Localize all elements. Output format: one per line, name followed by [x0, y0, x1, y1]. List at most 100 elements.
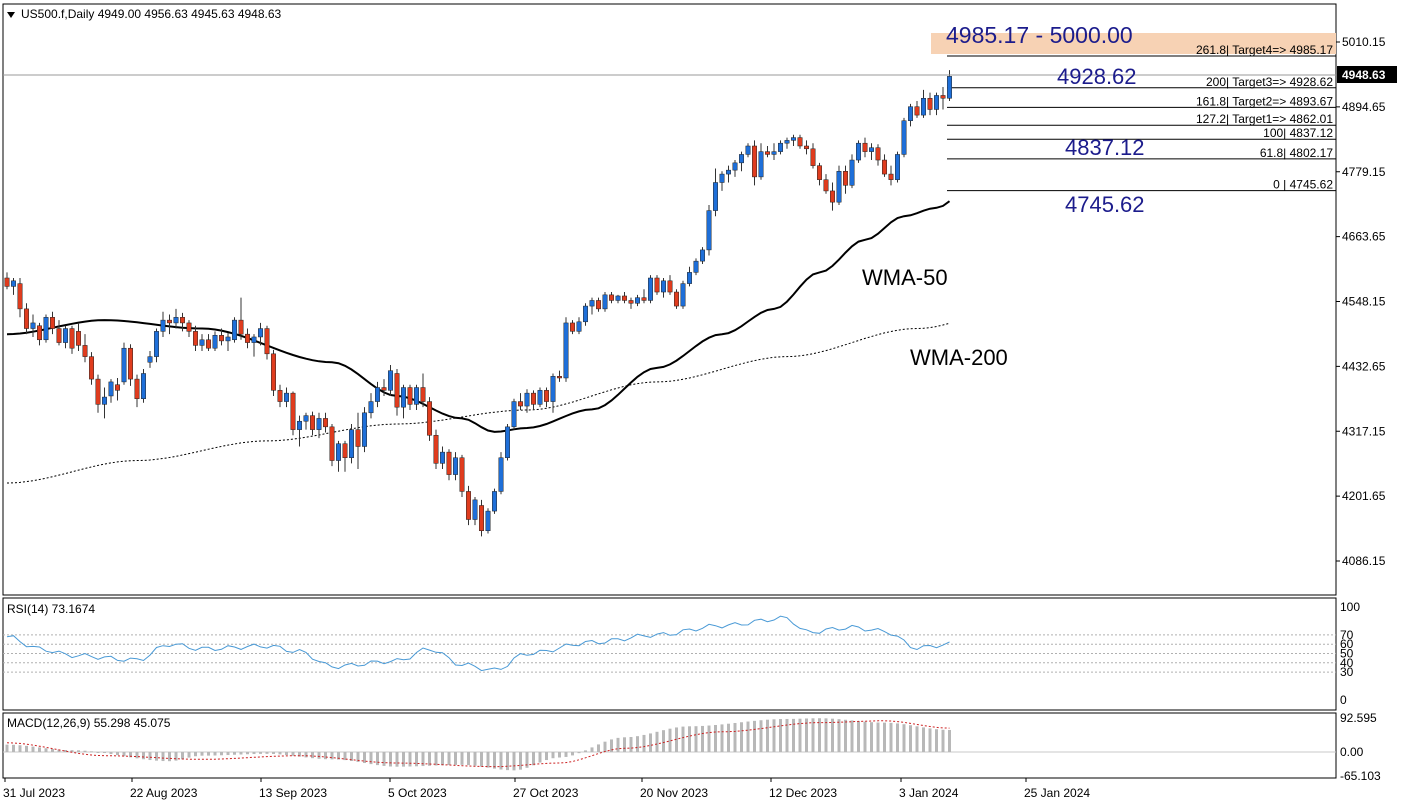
macd-bar	[928, 728, 932, 752]
rsi-tick-label: 50	[1340, 647, 1354, 661]
bull-candle	[771, 151, 777, 155]
macd-bar	[421, 752, 425, 767]
macd-bar	[486, 752, 490, 768]
bull-candle	[583, 305, 588, 323]
macd-bar	[90, 751, 93, 753]
macd-bar	[870, 722, 873, 752]
macd-bar	[519, 752, 522, 770]
x-tick-label: 5 Oct 2023	[388, 786, 447, 800]
macd-bar	[558, 752, 561, 758]
macd-bar	[44, 748, 48, 752]
macd-bar	[668, 728, 672, 752]
bear-candle	[128, 347, 133, 380]
bear-candle	[817, 165, 822, 180]
bull-candle	[303, 415, 309, 422]
bull-candle	[63, 328, 68, 343]
macd-bar	[51, 748, 54, 752]
bear-candle	[609, 294, 614, 301]
bear-candle	[89, 356, 94, 380]
macd-bar	[181, 752, 184, 760]
macd-bar	[415, 752, 418, 767]
macd-bar	[603, 741, 607, 752]
level-4928-label: 4928.62	[1057, 64, 1137, 89]
macd-bar	[408, 752, 412, 767]
macd-bar	[688, 726, 691, 752]
macd-bar	[298, 752, 301, 757]
bull-candle	[160, 319, 166, 332]
macd-bar	[265, 752, 269, 754]
bull-candle	[934, 95, 939, 110]
bull-candle	[687, 272, 692, 284]
macd-bar	[590, 747, 594, 752]
macd-header: MACD(12,26,9) 55.298 45.075	[7, 716, 171, 730]
x-tick-label: 27 Oct 2023	[513, 786, 579, 800]
x-tick-label: 31 Jul 2023	[3, 786, 65, 800]
macd-bar	[161, 752, 165, 762]
bull-candle	[537, 390, 543, 405]
bull-candle	[225, 336, 231, 342]
main-panel[interactable]	[2, 3, 1337, 596]
bull-candle	[680, 283, 686, 307]
macd-bar	[155, 752, 158, 761]
bear-candle	[843, 171, 848, 186]
fib-label: 200| Target3=> 4928.62	[1206, 75, 1333, 89]
bear-candle	[193, 331, 198, 346]
macd-bar	[174, 752, 178, 761]
macd-bar	[57, 749, 61, 752]
target-zone	[931, 33, 1336, 54]
macd-bar	[922, 727, 925, 752]
macd-bar	[545, 752, 548, 761]
bull-candle	[758, 151, 764, 178]
bull-candle	[453, 457, 458, 475]
x-tick-label: 3 Jan 2024	[899, 786, 959, 800]
rsi-tick-label: 40	[1340, 656, 1354, 670]
bull-candle	[147, 356, 153, 363]
bear-candle	[875, 147, 881, 161]
price-badge-text: 4948.63	[1342, 68, 1386, 82]
macd-bar	[597, 744, 600, 752]
macd-bar	[772, 719, 776, 752]
macd-bar	[551, 752, 555, 759]
macd-bar	[707, 725, 711, 752]
bull-candle	[576, 321, 582, 332]
macd-bar	[402, 752, 405, 767]
bear-candle	[823, 179, 829, 192]
dropdown-triangle-icon[interactable]	[7, 12, 15, 18]
rsi-panel[interactable]	[2, 597, 1337, 711]
macd-bar	[831, 718, 834, 752]
bear-candle	[466, 491, 471, 520]
macd-bar	[454, 752, 457, 765]
macd-bar	[577, 752, 581, 754]
y-tick-label: 4663.65	[1342, 230, 1386, 244]
bull-candle	[362, 412, 367, 447]
candles[interactable]	[4, 70, 952, 537]
bull-candle	[401, 387, 406, 408]
bull-candle	[921, 98, 926, 116]
bear-candle	[420, 387, 426, 402]
macd-bar	[38, 747, 41, 752]
macd-bar	[291, 752, 295, 756]
macd-bar	[571, 752, 574, 756]
macd-bar	[434, 752, 438, 766]
y-tick-label: 5010.15	[1342, 35, 1386, 49]
rsi-tick-label: 70	[1340, 628, 1354, 642]
bull-candle	[284, 392, 289, 402]
bear-candle	[271, 353, 276, 391]
macd-bar	[915, 726, 919, 752]
bull-candle	[908, 106, 913, 121]
bull-candle	[661, 280, 666, 293]
macd-bar	[317, 752, 321, 759]
macd-bar	[499, 752, 503, 770]
macd-bar	[532, 752, 535, 766]
macd-bar	[857, 721, 860, 752]
bear-candle	[531, 392, 536, 405]
fib-label: 100| 4837.12	[1263, 126, 1333, 140]
macd-bar	[629, 737, 633, 752]
bear-candle	[797, 137, 803, 147]
macd-bar	[538, 752, 542, 763]
rsi-tick-label: 100	[1340, 600, 1360, 614]
bull-candle	[498, 457, 504, 492]
bear-candle	[277, 390, 283, 402]
bull-candle	[368, 401, 374, 414]
